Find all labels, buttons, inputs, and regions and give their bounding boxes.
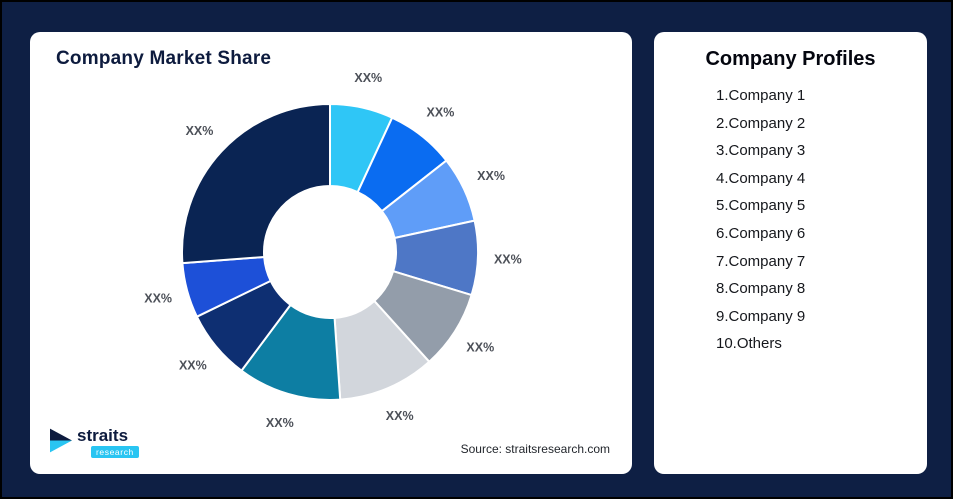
- company-profiles-list: 1.Company 1 2.Company 2 3.Company 3 4.Compa…: [716, 82, 805, 358]
- donut-segment: [181, 103, 331, 265]
- company-profile-item: 9.Company 9: [716, 307, 806, 325]
- company-profile-item: 2.Company 2: [716, 114, 806, 132]
- donut-segment-label: XX%: [186, 124, 214, 138]
- logo-subtitle: research: [91, 445, 139, 458]
- company-profiles-card: Company Profiles 1.Company 1 2.Company 2 3…: [654, 32, 927, 474]
- donut-segment-label: XX%: [179, 358, 207, 372]
- donut-segment-label: XX%: [477, 169, 505, 183]
- company-profile-item: 10.Others: [716, 335, 782, 353]
- donut-segment-label: XX%: [386, 409, 414, 423]
- logo-arrow-icon: [50, 428, 72, 452]
- donut-segment-label: XX%: [354, 71, 382, 85]
- company-profile-item: 4.Company 4: [716, 169, 806, 187]
- donut-segment-label: XX%: [266, 416, 294, 430]
- company-profile-item: 1.Company 1: [716, 87, 806, 104]
- source-text: Source: straitsresearch.com: [460, 442, 610, 456]
- profiles-title: Company Profiles: [705, 48, 876, 70]
- donut-segment-label: XX%: [466, 340, 494, 354]
- chart-title: Company Market Share: [56, 48, 272, 69]
- company-profile-item: 5.Company 5: [716, 197, 806, 215]
- donut-chart: XX% XX% XX% XX% XX% XX% XX% XX% XX% XX%: [144, 71, 522, 430]
- market-share-card: Company Market Share XX% XX% XX% XX% XX% XX% X…: [30, 32, 632, 474]
- company-profile-item: 7.Company 7: [716, 252, 806, 270]
- donut-segment-label: XX%: [427, 105, 455, 119]
- company-profile-item: 3.Company 3: [716, 142, 806, 160]
- logo-name: straits: [77, 425, 129, 445]
- logo-text: straits research: [77, 425, 139, 458]
- company-profile-item: 8.Company 8: [716, 280, 806, 298]
- company-profile-item: 6.Company 6: [716, 224, 806, 242]
- donut-segment-label: XX%: [494, 252, 522, 266]
- donut-segment-label: XX%: [144, 291, 172, 305]
- straits-research-logo: straits research: [50, 425, 139, 458]
